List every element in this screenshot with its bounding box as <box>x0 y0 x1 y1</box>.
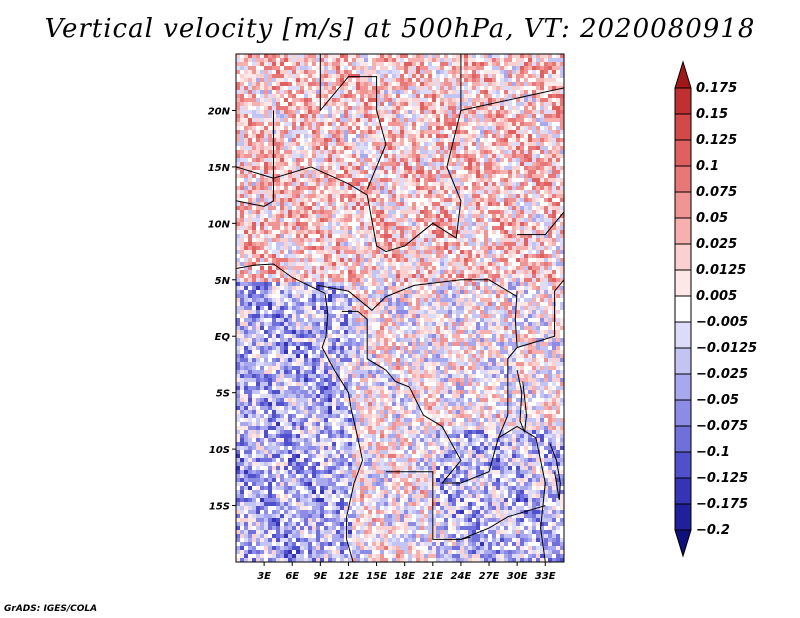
colorbar-label: −0.025 <box>696 367 748 382</box>
grads-credit: GrADS: IGES/COLA <box>4 604 98 614</box>
y-tick-label: 10N <box>208 219 231 230</box>
colorbar-label: 0.075 <box>696 185 737 200</box>
x-tick-label: 27E <box>479 571 500 582</box>
colorbar-swatch <box>674 191 692 219</box>
colorbar-label: −0.2 <box>696 523 730 538</box>
colorbar-swatch <box>674 321 692 349</box>
y-tick-label: EQ <box>215 332 231 343</box>
map-frame <box>235 53 565 563</box>
colorbar-swatch <box>674 347 692 375</box>
colorbar: 0.175 0.15 0.125 0.1 0.075 0.05 0.025 0.0125 0.0… <box>674 60 757 558</box>
colorbar-swatch <box>674 60 692 89</box>
colorbar-swatch <box>674 399 692 427</box>
colorbar-label: −0.075 <box>696 419 748 434</box>
y-tick-label: 10S <box>209 445 230 456</box>
colorbar-label: −0.05 <box>696 393 739 408</box>
y-tick-label: 15N <box>208 163 231 174</box>
colorbar-label: 0.025 <box>696 237 737 252</box>
country-borders <box>236 54 564 562</box>
colorbar-swatch <box>674 217 692 245</box>
colorbar-swatch <box>674 113 692 141</box>
colorbar-label: 0.05 <box>696 211 728 226</box>
colorbar-swatch <box>674 269 692 297</box>
colorbar-swatch <box>674 87 692 115</box>
colorbar-label: 0.15 <box>696 107 728 122</box>
x-tick-label: 6E <box>285 571 299 582</box>
colorbar-label: −0.175 <box>696 497 748 512</box>
y-tick-label: 15S <box>209 502 230 513</box>
colorbar-swatch <box>674 295 692 323</box>
colorbar-swatch <box>674 451 692 479</box>
colorbar-swatch <box>674 477 692 505</box>
colorbar-label: 0.175 <box>696 81 737 96</box>
colorbar-swatch <box>674 529 692 558</box>
y-tick-label: 5S <box>216 389 230 400</box>
x-tick-label: 18E <box>394 571 415 582</box>
x-tick-label: 15E <box>366 571 387 582</box>
x-tick-label: 3E <box>257 571 271 582</box>
colorbar-label: −0.0125 <box>696 341 757 356</box>
chart-title: Vertical velocity [m/s] at 500hPa, VT: 2… <box>44 14 756 44</box>
colorbar-label: −0.125 <box>696 471 748 486</box>
colorbar-label: 0.005 <box>696 289 737 304</box>
colorbar-swatch <box>674 425 692 453</box>
x-tick-label: 30E <box>507 571 528 582</box>
x-axis: 3E 6E 9E 12E 15E 18E 21E 24E 27E 30E 33E <box>257 562 556 582</box>
velocity-field <box>236 54 564 562</box>
colorbar-swatch <box>674 139 692 167</box>
colorbar-swatch <box>674 373 692 401</box>
colorbar-swatch <box>674 243 692 271</box>
x-tick-label: 24E <box>451 571 472 582</box>
colorbar-label: 0.125 <box>696 133 737 148</box>
colorbar-label: −0.1 <box>696 445 730 460</box>
colorbar-swatch <box>674 503 692 531</box>
x-tick-label: 12E <box>338 571 359 582</box>
colorbar-swatch <box>674 165 692 193</box>
y-axis: 20N 15N 10N 5N EQ 5S 10S 15S <box>208 106 236 513</box>
colorbar-label: 0.1 <box>696 159 719 174</box>
colorbar-label: −0.005 <box>696 315 748 330</box>
x-tick-label: 9E <box>313 571 327 582</box>
x-tick-label: 21E <box>422 571 443 582</box>
y-tick-label: 20N <box>208 106 231 117</box>
y-tick-label: 5N <box>215 276 231 287</box>
colorbar-label: 0.0125 <box>696 263 746 278</box>
x-tick-label: 33E <box>535 571 556 582</box>
